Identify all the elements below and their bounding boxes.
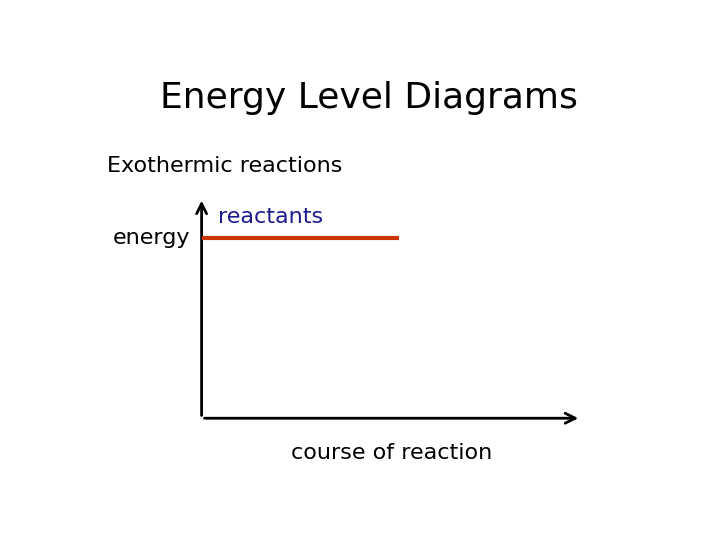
- Text: energy: energy: [113, 227, 190, 247]
- Text: course of reaction: course of reaction: [291, 443, 492, 463]
- Text: Energy Level Diagrams: Energy Level Diagrams: [160, 82, 578, 116]
- Text: reactants: reactants: [218, 207, 323, 227]
- Text: Exothermic reactions: Exothermic reactions: [107, 156, 342, 176]
